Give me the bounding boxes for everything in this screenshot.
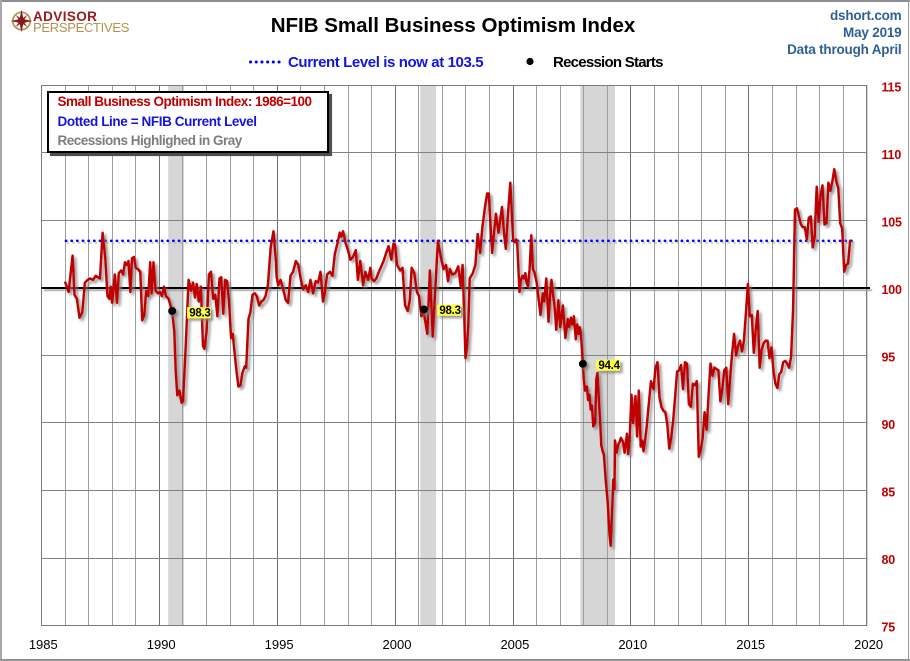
svg-text:94.4: 94.4	[598, 360, 620, 372]
svg-text:1990: 1990	[147, 637, 176, 652]
svg-text:98.3: 98.3	[439, 305, 460, 317]
svg-text:1985: 1985	[29, 637, 58, 652]
svg-text:95: 95	[882, 351, 896, 365]
svg-text:2005: 2005	[500, 637, 529, 652]
svg-text:2015: 2015	[736, 637, 765, 652]
svg-text:75: 75	[882, 621, 896, 635]
svg-text:85: 85	[882, 486, 896, 500]
svg-text:110: 110	[882, 148, 902, 162]
svg-text:105: 105	[882, 216, 903, 230]
svg-text:2000: 2000	[383, 637, 412, 652]
svg-text:90: 90	[882, 418, 896, 432]
svg-text:1995: 1995	[265, 637, 294, 652]
svg-text:2020: 2020	[854, 637, 883, 652]
svg-text:80: 80	[882, 553, 896, 567]
svg-text:98.3: 98.3	[189, 307, 210, 319]
svg-text:2010: 2010	[618, 637, 647, 652]
svg-text:100: 100	[882, 283, 903, 297]
svg-text:115: 115	[882, 81, 902, 95]
